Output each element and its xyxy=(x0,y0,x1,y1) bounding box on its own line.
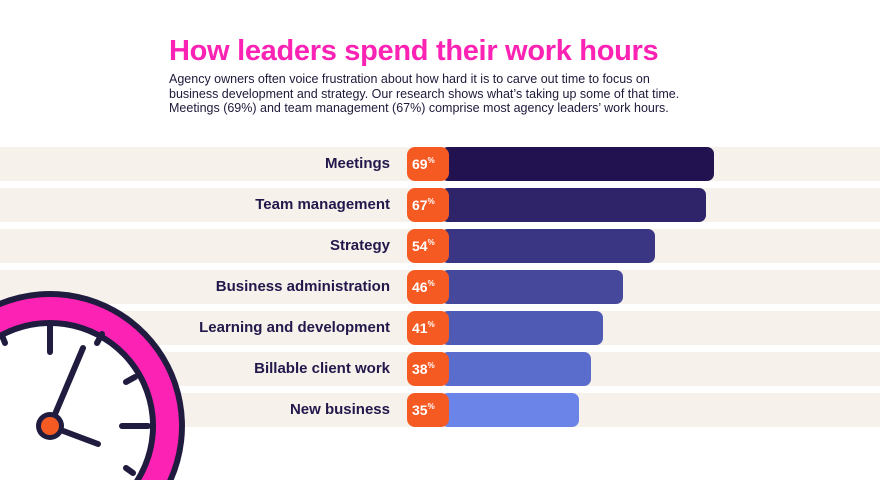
value-badge: 67% xyxy=(407,188,449,222)
unit-label: % xyxy=(427,156,435,165)
value-badge: 46% xyxy=(407,270,449,304)
bar-label: Learning and development xyxy=(199,319,390,336)
bar xyxy=(441,352,592,386)
data-label: 46 xyxy=(412,279,428,295)
value-badge: 69% xyxy=(407,147,449,181)
unit-label: % xyxy=(427,197,435,206)
bar xyxy=(441,393,580,427)
page-title: How leaders spend their work hours xyxy=(169,35,659,67)
bar-label: Strategy xyxy=(329,237,390,254)
bar-label: Team management xyxy=(255,196,390,213)
subtitle: Agency owners often voice frustration ab… xyxy=(169,72,769,116)
data-label: 54 xyxy=(412,238,428,254)
value-badge: 35% xyxy=(407,393,449,427)
bar-row: Team management 67% xyxy=(0,188,880,222)
bar-label: New business xyxy=(289,401,390,418)
data-label: 35 xyxy=(412,402,428,418)
bar-row: Strategy 54% xyxy=(0,229,880,263)
unit-label: % xyxy=(427,361,435,370)
bar xyxy=(441,311,604,345)
value-badge: 54% xyxy=(407,229,449,263)
bar-label: Meetings xyxy=(324,155,390,172)
unit-label: % xyxy=(427,402,435,411)
bar-label: Business administration xyxy=(215,278,390,295)
bar xyxy=(441,270,623,304)
bar xyxy=(441,147,714,181)
subtitle-line: Agency owners often voice frustration ab… xyxy=(169,72,650,86)
subtitle-line: Meetings (69%) and team management (67%)… xyxy=(169,101,669,115)
unit-label: % xyxy=(427,320,435,329)
value-badge: 38% xyxy=(407,352,449,386)
bar-row: Meetings 69% xyxy=(0,147,880,181)
subtitle-line: business development and strategy. Our r… xyxy=(169,86,680,101)
bar-row: Business administration 46% xyxy=(0,270,880,304)
clock-icon xyxy=(0,291,185,480)
data-label: 69 xyxy=(412,156,428,172)
unit-label: % xyxy=(427,279,435,288)
bar xyxy=(441,188,707,222)
bar xyxy=(441,229,655,263)
unit-label: % xyxy=(427,238,435,247)
value-badge: 41% xyxy=(407,311,449,345)
bar-label: Billable client work xyxy=(254,360,390,377)
data-label: 67 xyxy=(412,197,428,213)
data-label: 38 xyxy=(412,361,428,377)
data-label: 41 xyxy=(412,320,428,336)
